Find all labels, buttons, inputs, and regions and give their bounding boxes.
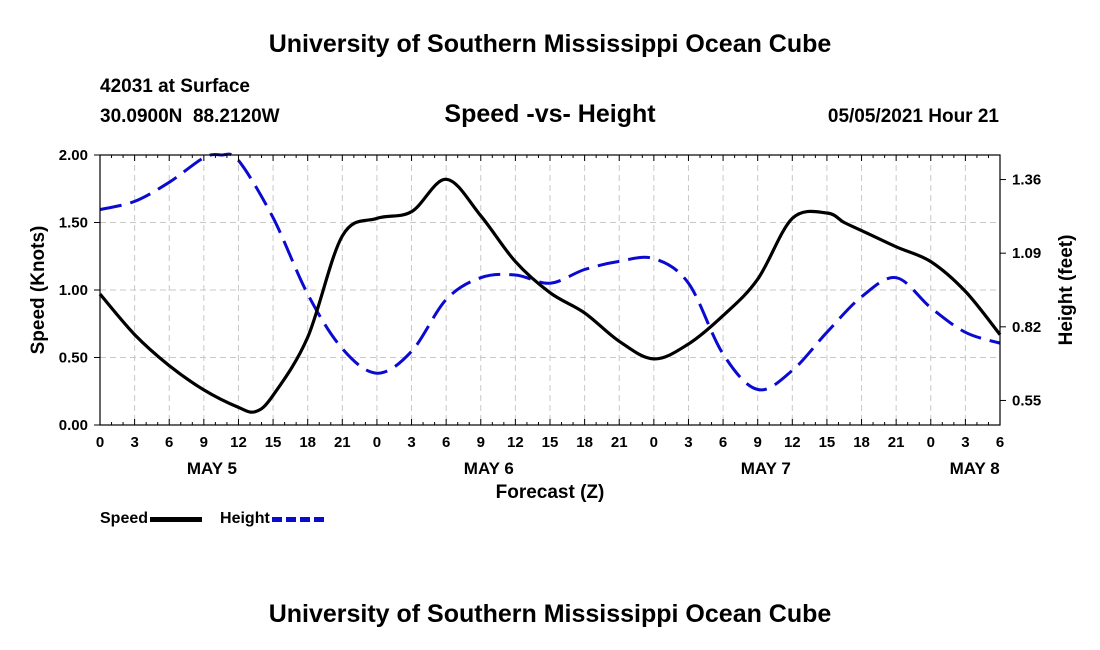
y-axis-label: Speed (Knots) bbox=[28, 226, 49, 355]
x-tick-label: 3 bbox=[961, 434, 969, 451]
y2-tick-label: 0.55 bbox=[1012, 392, 1041, 409]
x-tick-label: 3 bbox=[407, 434, 415, 451]
x-tick-label: 21 bbox=[334, 434, 351, 451]
x-tick-label: 9 bbox=[754, 434, 762, 451]
x-tick-label: 6 bbox=[165, 434, 173, 451]
forecast-datetime: 05/05/2021 Hour 21 bbox=[827, 106, 999, 127]
x-tick-label: 18 bbox=[853, 434, 870, 451]
axes: 0 3 6 9 12 15 18 21 0 3 6 9 12 15 18 21 0 3 6 9 12 15 18 21 0 3 6M… bbox=[59, 147, 1041, 478]
x-tick-label: 0 bbox=[650, 434, 658, 451]
series-line-height bbox=[99, 152, 1001, 392]
y-tick-label: 0.50 bbox=[59, 350, 88, 367]
day-label: MAY 8 bbox=[950, 459, 1000, 478]
page-title: University of Southern Mississippi Ocean… bbox=[268, 30, 832, 58]
chart-legend: Speed Height bbox=[100, 510, 342, 528]
x-axis-label: Forecast (Z) bbox=[495, 482, 605, 503]
legend-swatch-height bbox=[271, 516, 324, 522]
day-label: MAY 5 bbox=[187, 459, 237, 478]
series-line-speed bbox=[98, 177, 1002, 414]
x-tick-label: 18 bbox=[299, 434, 316, 451]
y-tick-label: 1.50 bbox=[59, 215, 88, 232]
day-label: MAY 7 bbox=[741, 459, 791, 478]
legend-label-height: Height bbox=[220, 510, 270, 527]
x-tick-label: 0 bbox=[373, 434, 381, 451]
y-tick-label: 1.00 bbox=[59, 282, 88, 299]
x-tick-label: 12 bbox=[230, 434, 247, 451]
day-label: MAY 6 bbox=[464, 459, 514, 478]
y2-tick-label: 1.09 bbox=[1012, 245, 1041, 262]
series-layer bbox=[98, 152, 1002, 414]
legend-label-speed: Speed bbox=[100, 510, 149, 527]
x-tick-label: 6 bbox=[442, 434, 450, 451]
x-tick-label: 0 bbox=[96, 434, 104, 451]
coordinates-label: 30.0900N 88.2120W bbox=[100, 106, 280, 127]
grid-lines bbox=[100, 155, 1000, 425]
x-tick-label: 12 bbox=[507, 434, 524, 451]
x-tick-label: 3 bbox=[684, 434, 692, 451]
x-tick-label: 15 bbox=[542, 434, 559, 451]
x-tick-label: 18 bbox=[576, 434, 593, 451]
y-tick-label: 0.00 bbox=[59, 417, 88, 434]
y2-tick-label: 1.36 bbox=[1012, 172, 1041, 189]
x-tick-label: 21 bbox=[888, 434, 905, 451]
x-tick-label: 15 bbox=[265, 434, 282, 451]
footer-title: University of Southern Mississippi Ocean… bbox=[268, 600, 832, 628]
x-tick-label: 9 bbox=[477, 434, 485, 451]
chart-title: Speed -vs- Height bbox=[444, 100, 656, 128]
legend-swatch-speed bbox=[150, 516, 203, 522]
station-label: 42031 at Surface bbox=[100, 76, 250, 97]
x-tick-label: 9 bbox=[200, 434, 208, 451]
y-tick-label: 2.00 bbox=[59, 147, 88, 164]
x-tick-label: 6 bbox=[996, 434, 1004, 451]
x-tick-label: 15 bbox=[819, 434, 836, 451]
x-tick-label: 12 bbox=[784, 434, 801, 451]
y2-tick-label: 0.82 bbox=[1012, 319, 1041, 336]
x-tick-label: 0 bbox=[927, 434, 935, 451]
x-tick-label: 6 bbox=[719, 434, 727, 451]
x-tick-label: 21 bbox=[611, 434, 628, 451]
y2-axis-label: Height (feet) bbox=[1056, 235, 1077, 346]
x-tick-label: 3 bbox=[130, 434, 138, 451]
